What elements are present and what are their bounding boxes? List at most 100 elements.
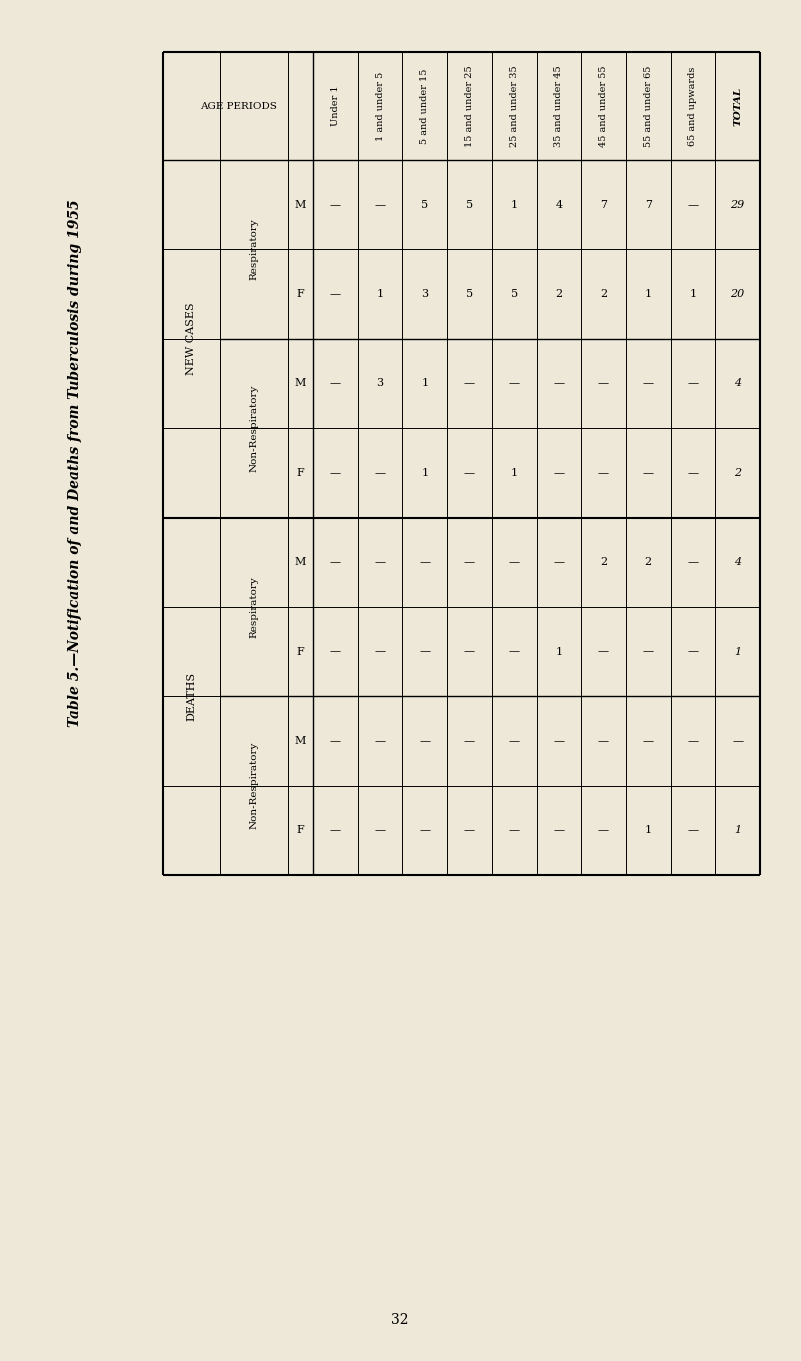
Text: 1: 1 <box>734 646 741 656</box>
Text: —: — <box>732 736 743 746</box>
Text: —: — <box>598 825 609 836</box>
Text: 25 and under 35: 25 and under 35 <box>509 65 519 147</box>
Text: —: — <box>553 468 565 478</box>
Text: —: — <box>330 200 341 210</box>
Text: —: — <box>464 557 475 568</box>
Text: M: M <box>295 736 306 746</box>
Text: —: — <box>464 646 475 656</box>
Text: 29: 29 <box>731 200 745 210</box>
Text: 5 and under 15: 5 and under 15 <box>421 68 429 144</box>
Text: F: F <box>296 646 304 656</box>
Text: 65 and upwards: 65 and upwards <box>688 67 698 146</box>
Text: —: — <box>553 825 565 836</box>
Text: 2: 2 <box>645 557 652 568</box>
Text: —: — <box>642 646 654 656</box>
Text: 4: 4 <box>555 200 562 210</box>
Text: —: — <box>687 468 698 478</box>
Text: —: — <box>687 378 698 388</box>
Text: 2: 2 <box>600 557 607 568</box>
Text: TOTAL: TOTAL <box>733 87 743 125</box>
Text: 1: 1 <box>421 378 429 388</box>
Text: —: — <box>464 468 475 478</box>
Text: —: — <box>687 200 698 210</box>
Text: 2: 2 <box>555 289 562 299</box>
Text: —: — <box>598 468 609 478</box>
Text: —: — <box>330 646 341 656</box>
Text: 1: 1 <box>510 200 517 210</box>
Text: —: — <box>598 646 609 656</box>
Text: Under 1: Under 1 <box>331 86 340 127</box>
Text: —: — <box>598 736 609 746</box>
Text: —: — <box>687 557 698 568</box>
Text: 5: 5 <box>466 200 473 210</box>
Text: 1: 1 <box>376 289 384 299</box>
Text: —: — <box>375 557 385 568</box>
Text: 32: 32 <box>391 1313 409 1327</box>
Text: —: — <box>375 825 385 836</box>
Text: 1: 1 <box>645 289 652 299</box>
Text: —: — <box>509 557 520 568</box>
Text: —: — <box>642 378 654 388</box>
Text: —: — <box>464 378 475 388</box>
Text: —: — <box>642 736 654 746</box>
Text: —: — <box>330 736 341 746</box>
Text: 1: 1 <box>555 646 562 656</box>
Text: AGE PERIODS: AGE PERIODS <box>199 102 276 110</box>
Text: 5: 5 <box>466 289 473 299</box>
Text: 4: 4 <box>734 378 741 388</box>
Text: M: M <box>295 378 306 388</box>
Text: —: — <box>553 557 565 568</box>
Text: —: — <box>375 646 385 656</box>
Text: —: — <box>509 378 520 388</box>
Text: 15 and under 25: 15 and under 25 <box>465 65 474 147</box>
Text: —: — <box>419 557 430 568</box>
Text: 35 and under 45: 35 and under 45 <box>554 65 563 147</box>
Text: F: F <box>296 825 304 836</box>
Text: Respiratory: Respiratory <box>249 219 259 280</box>
Text: 2: 2 <box>734 468 741 478</box>
Text: 1: 1 <box>645 825 652 836</box>
Text: 3: 3 <box>376 378 384 388</box>
Text: —: — <box>598 378 609 388</box>
Text: 7: 7 <box>645 200 652 210</box>
Text: 1: 1 <box>734 825 741 836</box>
Text: —: — <box>553 736 565 746</box>
Text: —: — <box>419 646 430 656</box>
Text: Non-Respiratory: Non-Respiratory <box>249 742 259 829</box>
Text: —: — <box>553 378 565 388</box>
Text: 20: 20 <box>731 289 745 299</box>
Text: —: — <box>375 736 385 746</box>
Text: —: — <box>375 200 385 210</box>
Text: —: — <box>687 736 698 746</box>
Text: NEW CASES: NEW CASES <box>187 302 196 376</box>
Text: Non-Respiratory: Non-Respiratory <box>249 384 259 472</box>
Text: —: — <box>330 468 341 478</box>
Text: —: — <box>330 825 341 836</box>
Text: 1: 1 <box>690 289 697 299</box>
Text: 45 and under 55: 45 and under 55 <box>599 65 608 147</box>
Text: 1 and under 5: 1 and under 5 <box>376 71 384 140</box>
Text: Table 5.—Notification of and Deaths from Tuberculosis during 1955: Table 5.—Notification of and Deaths from… <box>68 200 82 727</box>
Text: —: — <box>687 646 698 656</box>
Text: —: — <box>687 825 698 836</box>
Text: —: — <box>464 736 475 746</box>
Text: —: — <box>509 646 520 656</box>
Text: M: M <box>295 200 306 210</box>
Text: Respiratory: Respiratory <box>249 576 259 638</box>
Text: 3: 3 <box>421 289 429 299</box>
Text: —: — <box>419 825 430 836</box>
Text: 1: 1 <box>510 468 517 478</box>
Text: 4: 4 <box>734 557 741 568</box>
Text: 55 and under 65: 55 and under 65 <box>644 65 653 147</box>
Text: —: — <box>419 736 430 746</box>
Text: —: — <box>330 557 341 568</box>
Text: 5: 5 <box>510 289 517 299</box>
Text: 1: 1 <box>421 468 429 478</box>
Text: —: — <box>642 468 654 478</box>
Text: F: F <box>296 468 304 478</box>
Text: —: — <box>509 736 520 746</box>
Text: F: F <box>296 289 304 299</box>
Text: —: — <box>330 289 341 299</box>
Text: —: — <box>330 378 341 388</box>
Text: —: — <box>464 825 475 836</box>
